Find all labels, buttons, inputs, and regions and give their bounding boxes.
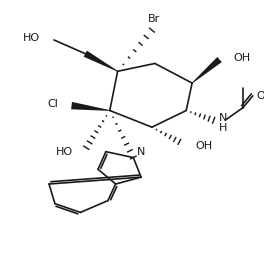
Polygon shape: [71, 102, 110, 111]
Text: N: N: [219, 113, 227, 123]
Text: H: H: [219, 123, 227, 133]
Text: Br: Br: [148, 14, 160, 24]
Polygon shape: [84, 51, 118, 72]
Text: N: N: [137, 147, 145, 157]
Polygon shape: [192, 57, 222, 83]
Text: HO: HO: [55, 147, 73, 157]
Text: OH: OH: [233, 53, 250, 63]
Text: OH: OH: [195, 141, 212, 151]
Text: HO: HO: [23, 33, 40, 43]
Text: O: O: [256, 91, 264, 101]
Text: Cl: Cl: [47, 99, 58, 109]
